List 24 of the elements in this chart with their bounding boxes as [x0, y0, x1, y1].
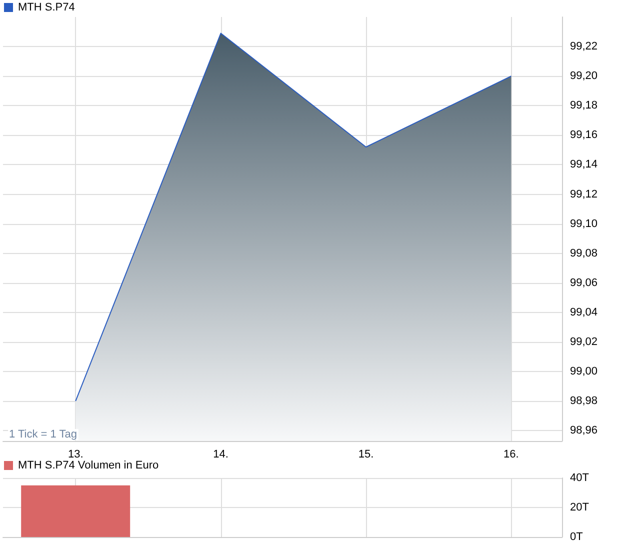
y-tick-label: 99,22 [570, 40, 598, 53]
y-tick-label: 99,04 [570, 306, 598, 318]
y-tick-label: 99,12 [570, 188, 598, 200]
legend-label: MTH S.P74 [18, 2, 75, 14]
y-tick-label: 99,16 [570, 129, 598, 142]
y-tick-label: 99,20 [570, 70, 598, 82]
y-tick-label: 0T [570, 531, 584, 543]
y-tick-label: 99,14 [570, 158, 598, 171]
x-tick-label: 16. [504, 448, 519, 460]
y-tick-label: 99,18 [570, 100, 598, 112]
x-tick-label: 14. [213, 448, 228, 460]
y-tick-label: 99,02 [570, 336, 598, 348]
y-tick-label: 99,08 [570, 247, 598, 260]
x-tick-label: 13. [68, 448, 84, 460]
x-tick-label: 15. [358, 448, 374, 460]
y-tick-label: 98,96 [570, 424, 598, 437]
y-tick-label: 98,98 [570, 395, 598, 408]
y-tick-label: 40T [570, 472, 590, 484]
y-tick-label: 99,00 [570, 366, 598, 378]
legend-label: MTH S.P74 Volumen in Euro [18, 460, 159, 472]
annotation: 1 Tick = 1 Tag [9, 428, 77, 440]
y-tick-label: 20T [570, 502, 590, 514]
y-tick-label: 99,10 [570, 218, 598, 230]
y-tick-label: 99,06 [570, 276, 598, 289]
